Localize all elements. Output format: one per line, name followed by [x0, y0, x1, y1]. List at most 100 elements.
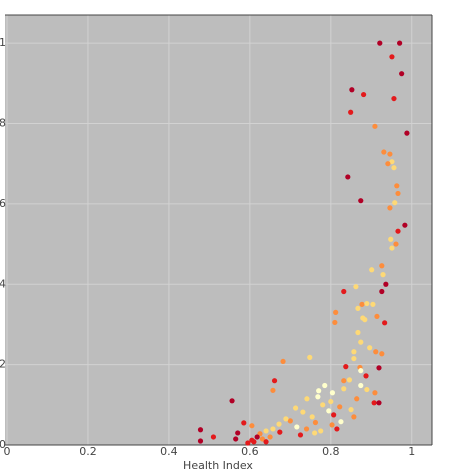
- point: [364, 386, 370, 393]
- point: [351, 355, 357, 362]
- point: [348, 407, 354, 413]
- point: [312, 419, 319, 426]
- point: [331, 412, 337, 418]
- point: [341, 378, 347, 384]
- point: [329, 390, 336, 396]
- point: [391, 95, 397, 102]
- point: [271, 378, 278, 384]
- point: [235, 430, 241, 436]
- x-tick-label: 0.2: [79, 445, 97, 458]
- point: [391, 165, 397, 171]
- point: [276, 421, 282, 427]
- point: [376, 365, 382, 371]
- point: [392, 200, 398, 206]
- point: [263, 428, 269, 434]
- point: [373, 349, 379, 355]
- point: [346, 377, 353, 383]
- point: [380, 272, 386, 278]
- point: [312, 430, 318, 436]
- point: [389, 245, 395, 251]
- point: [381, 149, 387, 155]
- point: [303, 426, 310, 432]
- point: [355, 329, 361, 336]
- point: [307, 354, 313, 360]
- point: [210, 434, 217, 440]
- point: [372, 390, 378, 396]
- y-tick-label: 1: [0, 36, 6, 49]
- point: [402, 222, 408, 228]
- point: [349, 87, 355, 93]
- point: [395, 228, 401, 234]
- point: [283, 416, 289, 422]
- point: [263, 439, 269, 445]
- point: [351, 349, 357, 355]
- y-tick-label: 0: [0, 438, 6, 451]
- point: [197, 427, 204, 433]
- point: [359, 301, 365, 307]
- point: [259, 436, 266, 442]
- point: [371, 400, 377, 406]
- point: [245, 440, 251, 446]
- point: [354, 396, 360, 402]
- point: [326, 408, 332, 414]
- x-tick-label: 0.4: [160, 445, 178, 458]
- y-tick-label: 0.2: [0, 358, 6, 371]
- point: [358, 339, 364, 345]
- point: [363, 373, 369, 379]
- point: [280, 358, 286, 365]
- point: [270, 426, 276, 432]
- point: [374, 313, 380, 320]
- point: [393, 241, 399, 247]
- point: [297, 432, 304, 438]
- point: [338, 419, 344, 425]
- x-tick-label: 0: [4, 445, 11, 458]
- point: [372, 123, 378, 129]
- point: [309, 414, 315, 420]
- point: [249, 437, 255, 443]
- point: [333, 309, 339, 315]
- point: [379, 263, 385, 269]
- point: [322, 382, 328, 389]
- point: [353, 284, 359, 290]
- point: [382, 320, 388, 326]
- point: [343, 364, 349, 370]
- x-tick-label: 1: [408, 445, 415, 458]
- point: [316, 388, 322, 394]
- point: [389, 54, 395, 60]
- x-axis-label: Health Index: [183, 459, 253, 472]
- point: [379, 288, 385, 295]
- point: [300, 409, 306, 415]
- point: [399, 71, 405, 77]
- point: [387, 151, 393, 157]
- point: [320, 402, 326, 408]
- point: [355, 305, 361, 311]
- point: [337, 404, 343, 410]
- point: [328, 398, 334, 405]
- point: [358, 198, 364, 204]
- point: [385, 161, 391, 167]
- point: [358, 368, 364, 374]
- point: [287, 418, 293, 424]
- point: [334, 426, 340, 432]
- point: [360, 91, 367, 98]
- point: [229, 398, 235, 404]
- plot-area: [5, 15, 432, 445]
- y-tick-label: 0.4: [0, 277, 6, 290]
- point: [277, 429, 283, 435]
- point: [332, 319, 338, 326]
- point: [397, 40, 403, 46]
- point: [293, 405, 299, 411]
- x-tick-label: 0.8: [322, 445, 340, 458]
- point: [370, 301, 376, 307]
- point: [377, 40, 383, 46]
- point: [369, 267, 375, 273]
- point: [364, 300, 370, 307]
- point: [379, 351, 385, 357]
- point: [233, 436, 239, 442]
- point: [329, 422, 335, 428]
- point: [351, 414, 357, 420]
- point: [241, 420, 247, 426]
- point: [254, 434, 260, 440]
- x-tick-label: 0.6: [241, 445, 259, 458]
